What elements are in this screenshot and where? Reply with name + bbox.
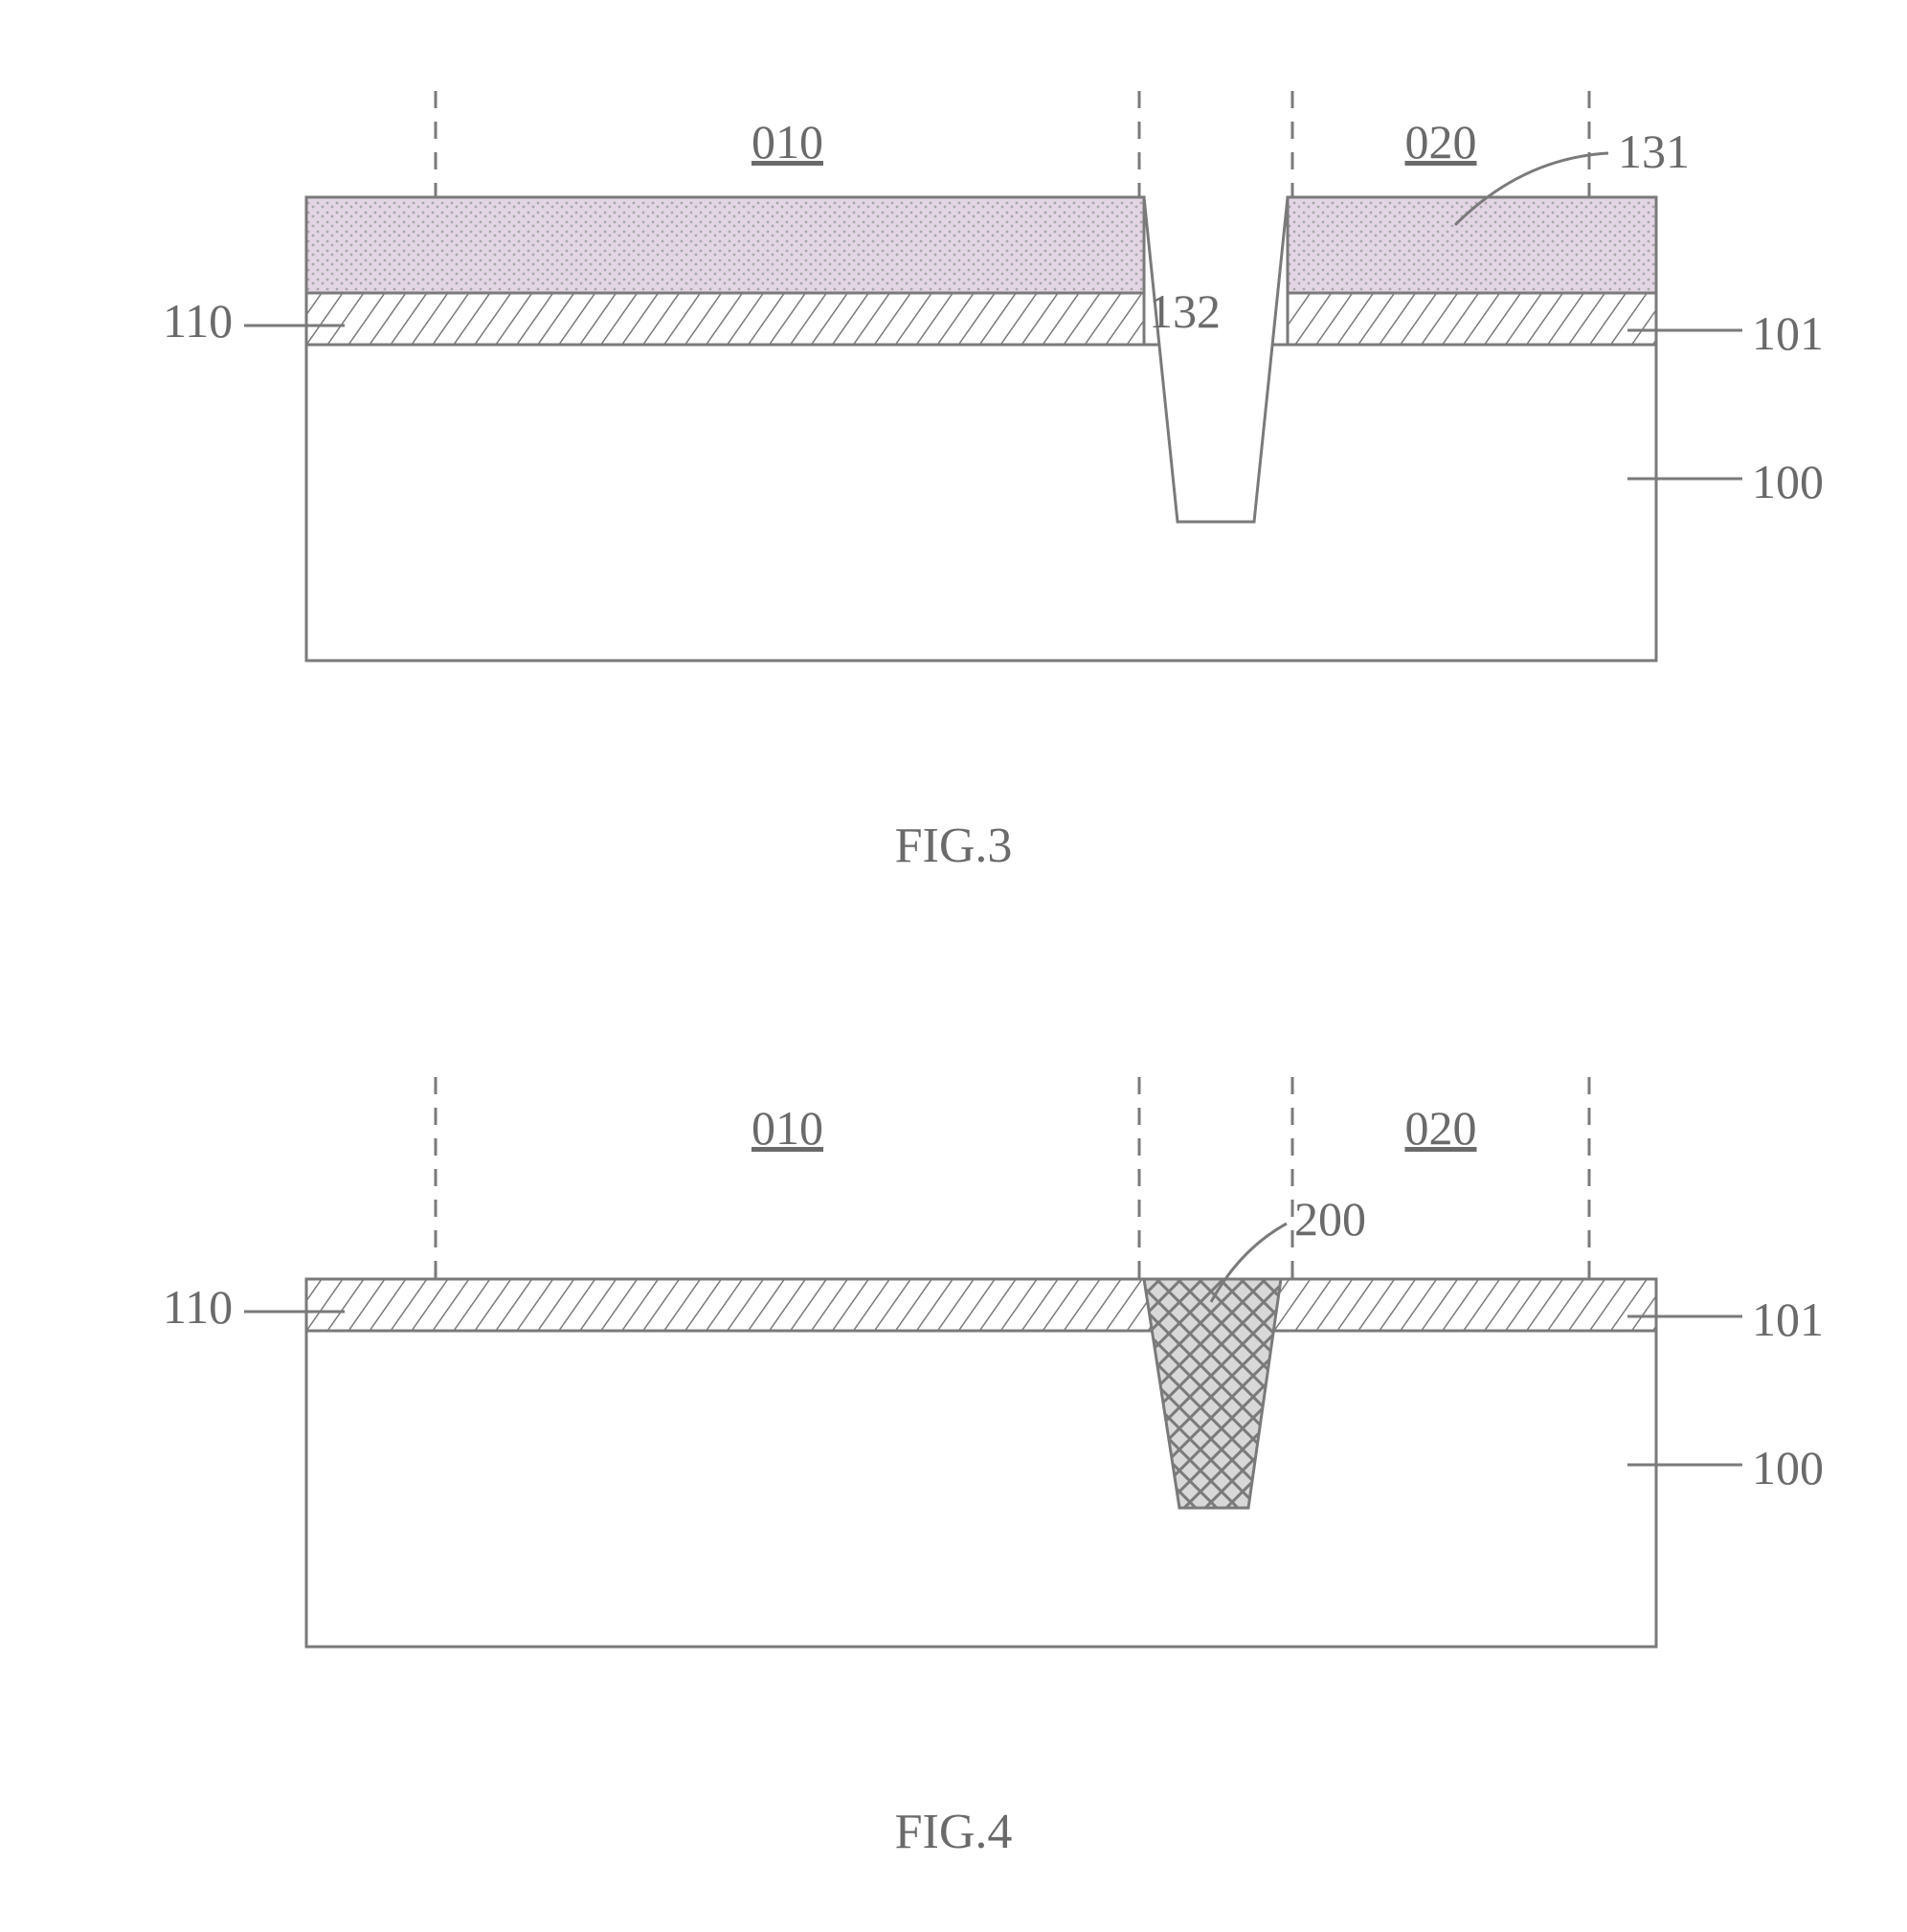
fig4-caption: FIG.4 (895, 1805, 1013, 1859)
fig4-substrate-100 (306, 1331, 1656, 1647)
diagram-svg: 010 020 110 132 131 101 100 FIG.3 010 020 110 200 10… (0, 0, 1907, 1932)
fig3-region-label-020: 020 (1405, 115, 1477, 168)
fig3-region-label-010: 010 (752, 115, 823, 168)
fig3-oxide-right-131 (1288, 197, 1656, 293)
fig3-label-132: 132 (1149, 284, 1221, 338)
fig4-label-101: 101 (1752, 1292, 1824, 1346)
fig4-label-100: 100 (1752, 1441, 1824, 1494)
fig3-label-101: 101 (1752, 306, 1824, 360)
fig3-thin-layer-left (306, 293, 1144, 345)
fig3: 010 020 110 132 131 101 100 FIG.3 (163, 91, 1824, 873)
fig3-label-110: 110 (163, 294, 233, 348)
fig4-thin-layer (306, 1279, 1656, 1331)
fig3-caption: FIG.3 (895, 819, 1013, 873)
fig4: 010 020 110 200 101 100 FIG.4 (163, 1077, 1824, 1859)
fig3-substrate-100 (306, 345, 1656, 661)
fig4-region-label-010: 010 (752, 1101, 823, 1155)
fig4-label-200: 200 (1294, 1192, 1366, 1246)
page-container: 010 020 110 132 131 101 100 FIG.3 010 020 110 200 10… (0, 0, 1907, 1932)
fig4-region-label-020: 020 (1405, 1101, 1477, 1155)
fig3-thin-layer-right (1288, 293, 1656, 345)
fig3-oxide-left-131 (306, 197, 1144, 293)
fig4-label-110: 110 (163, 1280, 233, 1334)
fig3-label-131: 131 (1618, 124, 1690, 178)
fig3-label-100: 100 (1752, 455, 1824, 508)
